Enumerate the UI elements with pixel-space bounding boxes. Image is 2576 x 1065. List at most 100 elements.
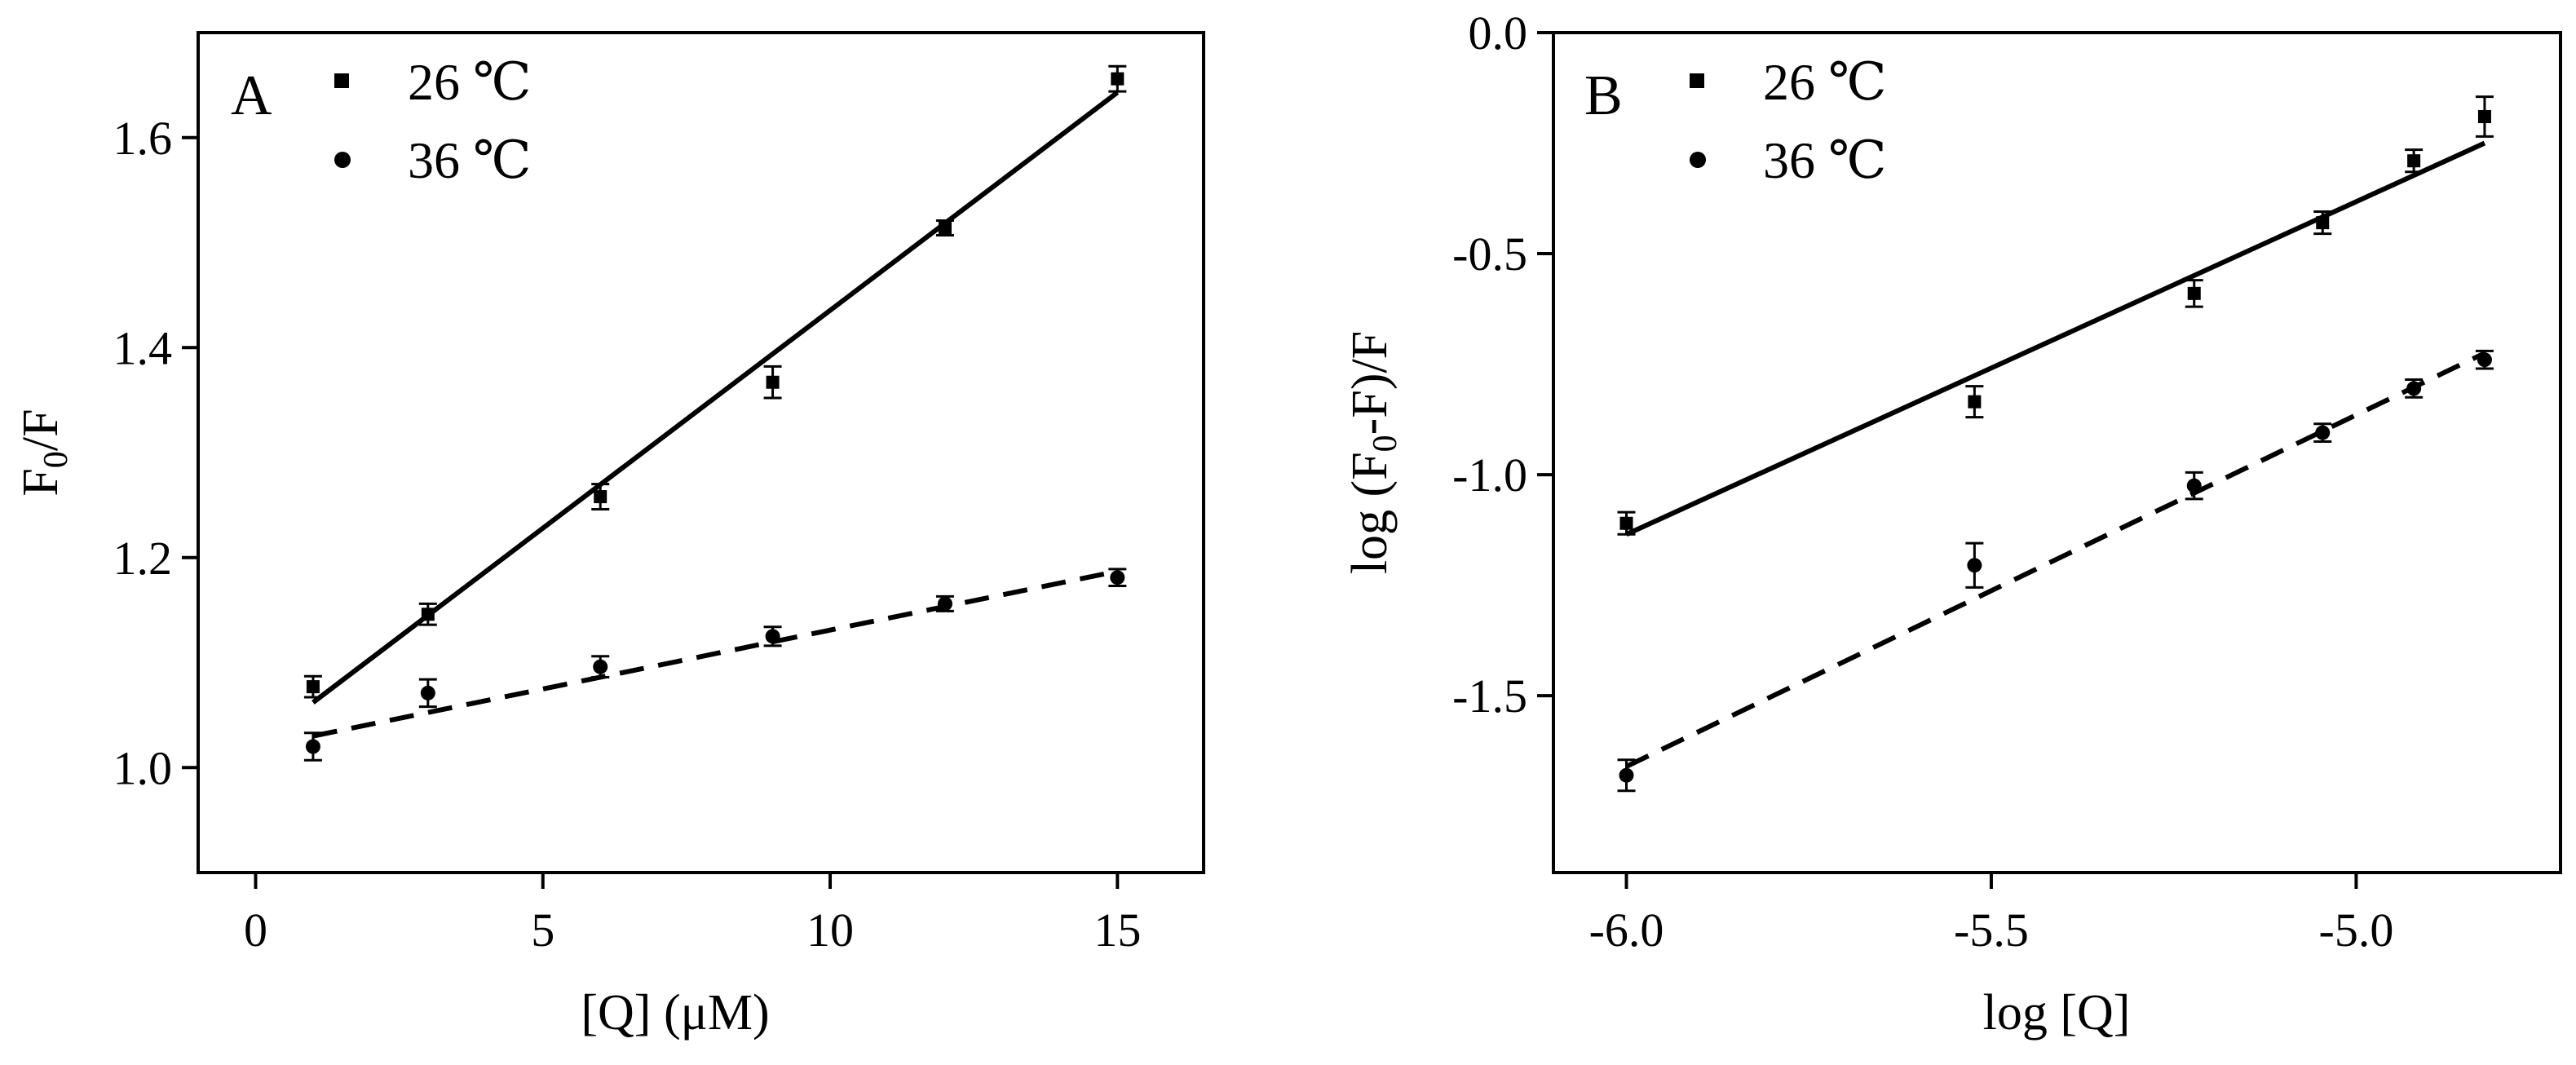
panel-b-data-point-series-0 [2185, 279, 2203, 308]
panel-b-y-tick-label: -1.5 [1452, 669, 1527, 723]
panel-a-legend-circle-marker [334, 152, 351, 168]
panel-a-y-tick-label: 1.0 [113, 741, 173, 794]
panel-a-square-marker [421, 608, 435, 621]
panel-b-square-marker [2407, 154, 2421, 168]
panel-b-circle-marker [1967, 558, 1982, 573]
panel-b: B -6.0 -5.5 -5.0 0.0 -0.5 -1.0 -1.5 log [Q] l… [1342, 7, 2562, 1041]
panel-b-legend-label-26: 26 ℃ [1763, 53, 1887, 111]
panel-a-fit-line-series-0 [312, 90, 1120, 705]
panel-b-legend-label-36: 36 ℃ [1763, 131, 1887, 189]
panel-a-data-point-series-0 [1108, 64, 1127, 93]
panel-a-y-axis-title: F0/F [13, 409, 75, 496]
panel-a-x-ticks: 0 5 10 15 [244, 873, 1141, 957]
panel-a-y-tick-label: 1.2 [113, 532, 173, 585]
panel-b-fit-lines [1625, 140, 2486, 769]
panel-a-x-tick-label: 5 [531, 904, 555, 957]
panel-b-data-point-series-0 [2405, 148, 2424, 174]
panel-a-data-point-series-1 [303, 731, 322, 762]
panel-a-data-point-series-0 [418, 602, 437, 626]
panel-a-data-point-series-1 [763, 625, 782, 647]
panel-a-y-axis-title-rest: /F [13, 409, 68, 451]
panel-a-data-point-series-1 [591, 655, 610, 679]
panel-a-legend-square-marker [334, 73, 349, 88]
panel-a-x-tick-label: 0 [244, 904, 267, 957]
panel-a-data-point-series-1 [935, 594, 954, 612]
panel-b-legend-circle-marker [1690, 152, 1706, 168]
panel-a-data-point-series-0 [591, 483, 610, 511]
panel-a: A 0 5 10 15 1.01.21.41.6 [Q] (μM) F0/F 26 ℃… [13, 31, 1205, 1041]
panel-b-data-point-series-1 [2405, 378, 2424, 399]
panel-b-y-tick-label: -0.5 [1452, 228, 1527, 281]
panel-a-data-point-series-0 [935, 219, 954, 236]
panel-b-circle-marker [2477, 352, 2492, 368]
panel-b-data-point-series-1 [1965, 541, 1984, 589]
panel-a-square-marker [938, 221, 952, 235]
panel-b-legend: 26 ℃ 36 ℃ [1690, 53, 1887, 189]
panel-b-data-point-series-1 [2185, 471, 2203, 501]
panel-b-y-tick-label: -1.0 [1452, 449, 1527, 502]
panel-b-circle-marker [2315, 425, 2331, 440]
panel-b-data-point-series-0 [1617, 510, 1636, 536]
panel-a-square-marker [594, 490, 608, 504]
panel-b-data-point-series-1 [2475, 349, 2494, 370]
panel-a-legend: 26 ℃ 36 ℃ [334, 53, 532, 189]
panel-a-circle-marker [305, 739, 320, 754]
panel-b-x-tick-label: -5.0 [2319, 904, 2394, 957]
panel-b-y-axis-title: log (F0-F)/F [1342, 331, 1404, 574]
panel-b-y-axis-title-subscript: 0 [1367, 435, 1404, 452]
panel-b-square-marker [2316, 216, 2330, 230]
panel-b-fit-line-series-0 [1625, 140, 2486, 537]
panel-a-y-tick-label: 1.6 [113, 112, 173, 165]
panel-a-square-marker [1111, 72, 1125, 86]
panel-b-fit-line-series-1 [1625, 351, 2486, 769]
panel-b-data-points [1617, 95, 2494, 793]
panel-b-data-point-series-0 [2313, 210, 2332, 236]
panel-b-y-axis-title-rest: -F)/F [1342, 331, 1398, 435]
panel-a-y-axis-title-subscript: 0 [38, 451, 75, 468]
panel-a-circle-marker [1110, 570, 1125, 586]
panel-b-square-marker [1968, 395, 1982, 409]
panel-b-circle-marker [2406, 381, 2422, 396]
panel-a-letter: A [231, 64, 272, 127]
panel-b-y-tick-label: 0.0 [1469, 7, 1528, 60]
panel-a-square-marker [766, 375, 780, 389]
panel-a-frame [197, 31, 1205, 874]
panel-a-legend-label-26: 26 ℃ [408, 53, 532, 111]
panel-b-data-point-series-1 [1617, 758, 1636, 793]
panel-b-x-tick-label: -6.0 [1589, 904, 1664, 957]
panel-a-fit-lines [312, 90, 1120, 739]
panel-b-data-point-series-0 [2475, 95, 2494, 138]
panel-a-circle-marker [420, 685, 435, 700]
panel-b-y-ticks: 0.0 -0.5 -1.0 -1.5 [1452, 7, 1553, 723]
panel-b-x-ticks: -6.0 -5.5 -5.0 [1589, 873, 2394, 957]
panel-b-x-axis-title: log [Q] [1983, 985, 2131, 1041]
panel-b-square-marker [2187, 286, 2201, 300]
panel-b-frame [1552, 31, 2562, 874]
panel-b-data-point-series-0 [1965, 385, 1984, 419]
panel-a-y-ticks: 1.0 1.2 1.4 1.6 [113, 112, 198, 794]
panel-a-legend-label-36: 36 ℃ [408, 131, 532, 189]
panel-b-data-point-series-1 [2313, 422, 2332, 443]
panel-b-circle-marker [1619, 767, 1634, 783]
panel-b-y-axis-title-base: log (F [1342, 452, 1398, 574]
panel-a-square-marker [306, 680, 320, 694]
panel-a-y-axis-title-base: F [13, 468, 68, 496]
panel-a-x-tick-label: 15 [1094, 904, 1141, 957]
panel-a-data-point-series-1 [418, 678, 437, 709]
panel-a-data-point-series-1 [1108, 568, 1127, 588]
panel-b-letter: B [1584, 64, 1623, 127]
panel-a-data-points [303, 64, 1127, 762]
panel-a-data-point-series-0 [303, 674, 322, 699]
panel-b-x-tick-label: -5.5 [1954, 904, 2029, 957]
panel-b-circle-marker [2186, 478, 2202, 493]
panel-a-x-tick-label: 10 [806, 904, 854, 957]
panel-a-fit-line-series-1 [312, 568, 1118, 739]
panel-a-data-point-series-0 [763, 365, 782, 400]
panel-b-square-marker [2477, 110, 2491, 123]
panel-a-circle-marker [765, 629, 780, 644]
panel-b-legend-square-marker [1690, 73, 1704, 88]
panel-a-y-tick-label: 1.4 [113, 321, 173, 374]
panel-a-circle-marker [593, 659, 608, 674]
